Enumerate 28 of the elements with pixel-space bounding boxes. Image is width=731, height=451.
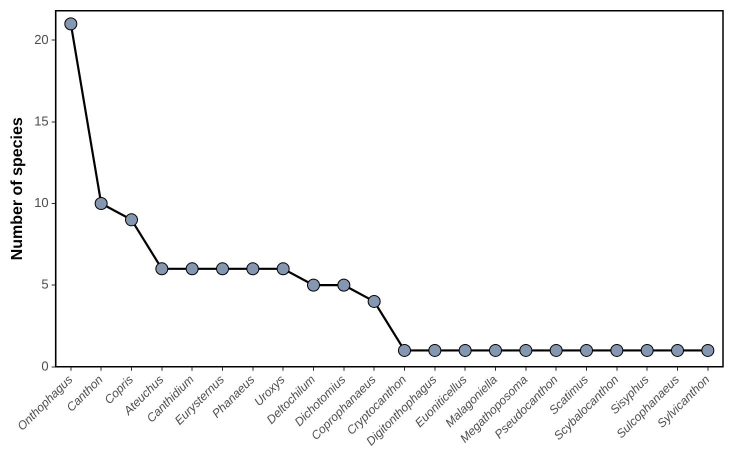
point (276, 262, 290, 276)
point (550, 344, 563, 357)
point (701, 344, 714, 357)
point (186, 262, 199, 276)
point (64, 17, 78, 30)
point (337, 278, 350, 292)
point (306, 278, 320, 292)
y-tick-label: 0 (41, 358, 49, 374)
point (124, 213, 138, 226)
point (458, 344, 472, 357)
point (580, 344, 593, 357)
y-tick-label: 5 (41, 276, 49, 292)
point (94, 196, 108, 210)
point (489, 344, 502, 357)
point (216, 262, 229, 276)
point (398, 344, 411, 357)
y-tick-label: 10 (34, 195, 49, 210)
point (610, 344, 624, 357)
point (155, 262, 168, 276)
point (246, 262, 260, 276)
y-axis-title: Number of species (9, 117, 26, 260)
point (368, 294, 381, 308)
point (428, 344, 442, 357)
point (671, 344, 684, 357)
y-tick-label: 20 (34, 32, 49, 47)
y-tick-label: 15 (34, 113, 49, 128)
point (519, 344, 532, 357)
point (640, 344, 654, 357)
